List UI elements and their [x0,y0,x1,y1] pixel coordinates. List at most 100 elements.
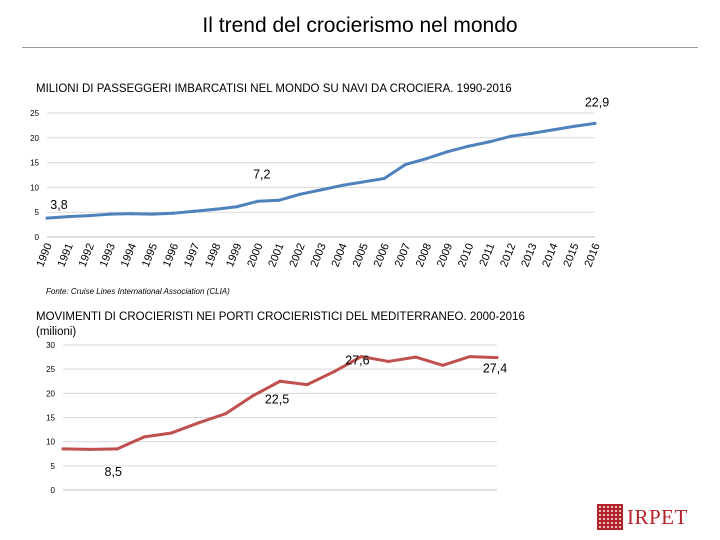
x-tick-label: 1994 [119,242,139,269]
data-point [382,176,386,180]
series-segment [445,144,471,154]
data-point [171,211,175,215]
y-axis-ticks: 0 5 10 15 20 25 [30,109,39,242]
y-tick-label: 10 [30,183,39,192]
series-segment [551,124,576,132]
x-tick-label: 2008 [414,242,434,269]
x-tick-label: 2013 [519,242,539,269]
data-point [235,205,239,209]
title-divider [22,47,698,48]
series-segment [197,412,228,425]
mediterranean-cruise-movements-chart: MOVIMENTI DI CROCIERISTI NEI PORTI CROCI… [36,311,528,495]
data-point [66,215,70,219]
x-tick-label: 1993 [98,242,118,269]
data-point [359,355,363,359]
data-point [319,188,323,192]
data-point [424,157,428,161]
data-point [468,355,472,359]
y-tick-label: 15 [46,414,55,423]
x-tick-label: 1996 [161,242,181,269]
x-tick-label: 1997 [182,242,202,269]
x-tick-label: 1990 [34,242,54,269]
data-point [88,447,92,451]
y-tick-label: 25 [30,109,39,118]
chart-title-line-1: MOVIMENTI DI CROCIERISTI NEI PORTI CROCI… [36,311,525,323]
x-tick-label: 2014 [540,242,560,269]
data-point [305,383,309,387]
data-point [551,128,555,132]
irpet-logo: IRPET [597,502,688,532]
data-point [332,370,336,374]
data-labels: 3,8 7,2 22,9 [50,95,609,212]
series-segment [359,355,390,363]
data-point [387,359,390,363]
data-point [150,212,154,216]
data-point [403,163,407,167]
x-tick-label: 1998 [203,242,223,269]
chart-title: MILIONI DI PASSEGGERI IMBARCATISI NEL MO… [36,83,512,95]
data-point [361,180,365,184]
data-label: 22,5 [265,392,289,406]
data-point [224,412,228,416]
x-tick-label: 1992 [77,242,97,269]
series-segment [224,394,255,416]
x-tick-label: 2001 [266,242,286,269]
series-segment [278,379,309,387]
data-point [61,447,65,451]
x-tick-label: 1995 [140,242,160,269]
y-tick-label: 0 [35,233,40,242]
x-tick-label: 2002 [287,242,307,269]
x-axis-ticks: 1990 1991 1992 1993 1994 1995 1996 1997 1998 1999… [34,242,602,269]
data-point [509,134,513,138]
data-point [572,124,576,128]
data-point [197,421,201,425]
y-tick-label: 20 [46,389,55,398]
x-tick-label: 2006 [372,242,392,269]
data-point [256,199,260,203]
series-segment [142,431,173,439]
series-segment [256,198,281,203]
x-tick-label: 1999 [224,242,244,269]
x-tick-label: 2011 [477,242,497,268]
data-point [193,209,197,213]
chart-title-line-2: (milioni) [36,326,76,338]
y-tick-label: 0 [51,486,56,495]
logo-text: IRPET [627,504,688,529]
data-point [115,447,119,451]
logo-mark-icon [597,504,623,530]
series-segment [298,188,323,196]
data-point [495,356,499,360]
series-segment [319,183,344,192]
data-point [445,150,449,154]
data-point [488,140,492,144]
data-label: 8,5 [105,465,122,479]
data-label: 27,4 [483,362,507,376]
series-segment [66,214,91,219]
x-tick-label: 2000 [245,242,265,269]
series-segment [277,192,302,202]
series-segment [572,121,597,128]
y-axis-ticks: 0 5 10 15 20 25 30 [46,341,55,495]
series-lines [45,121,597,220]
data-point [142,435,146,439]
data-point [593,121,597,125]
chart-title: MOVIMENTI DI CROCIERISTI NEI PORTI CROCI… [36,311,528,338]
series-segment [235,199,260,209]
x-tick-label: 2003 [308,242,328,269]
series-segment [530,128,555,135]
series-segment [170,421,201,435]
series-segment [361,176,386,184]
series-segment [150,211,175,216]
series-segment [424,150,449,161]
data-point [108,212,112,216]
data-point [251,394,255,398]
series-segment [214,205,239,211]
data-point [278,379,282,383]
series-segment [332,355,363,374]
chart-gridlines [47,112,595,238]
y-tick-label: 20 [30,134,39,143]
data-point [530,131,534,135]
series-segment [509,131,534,138]
slide-title: Il trend del crocierismo nel mondo [202,14,518,37]
y-tick-label: 25 [46,365,55,374]
